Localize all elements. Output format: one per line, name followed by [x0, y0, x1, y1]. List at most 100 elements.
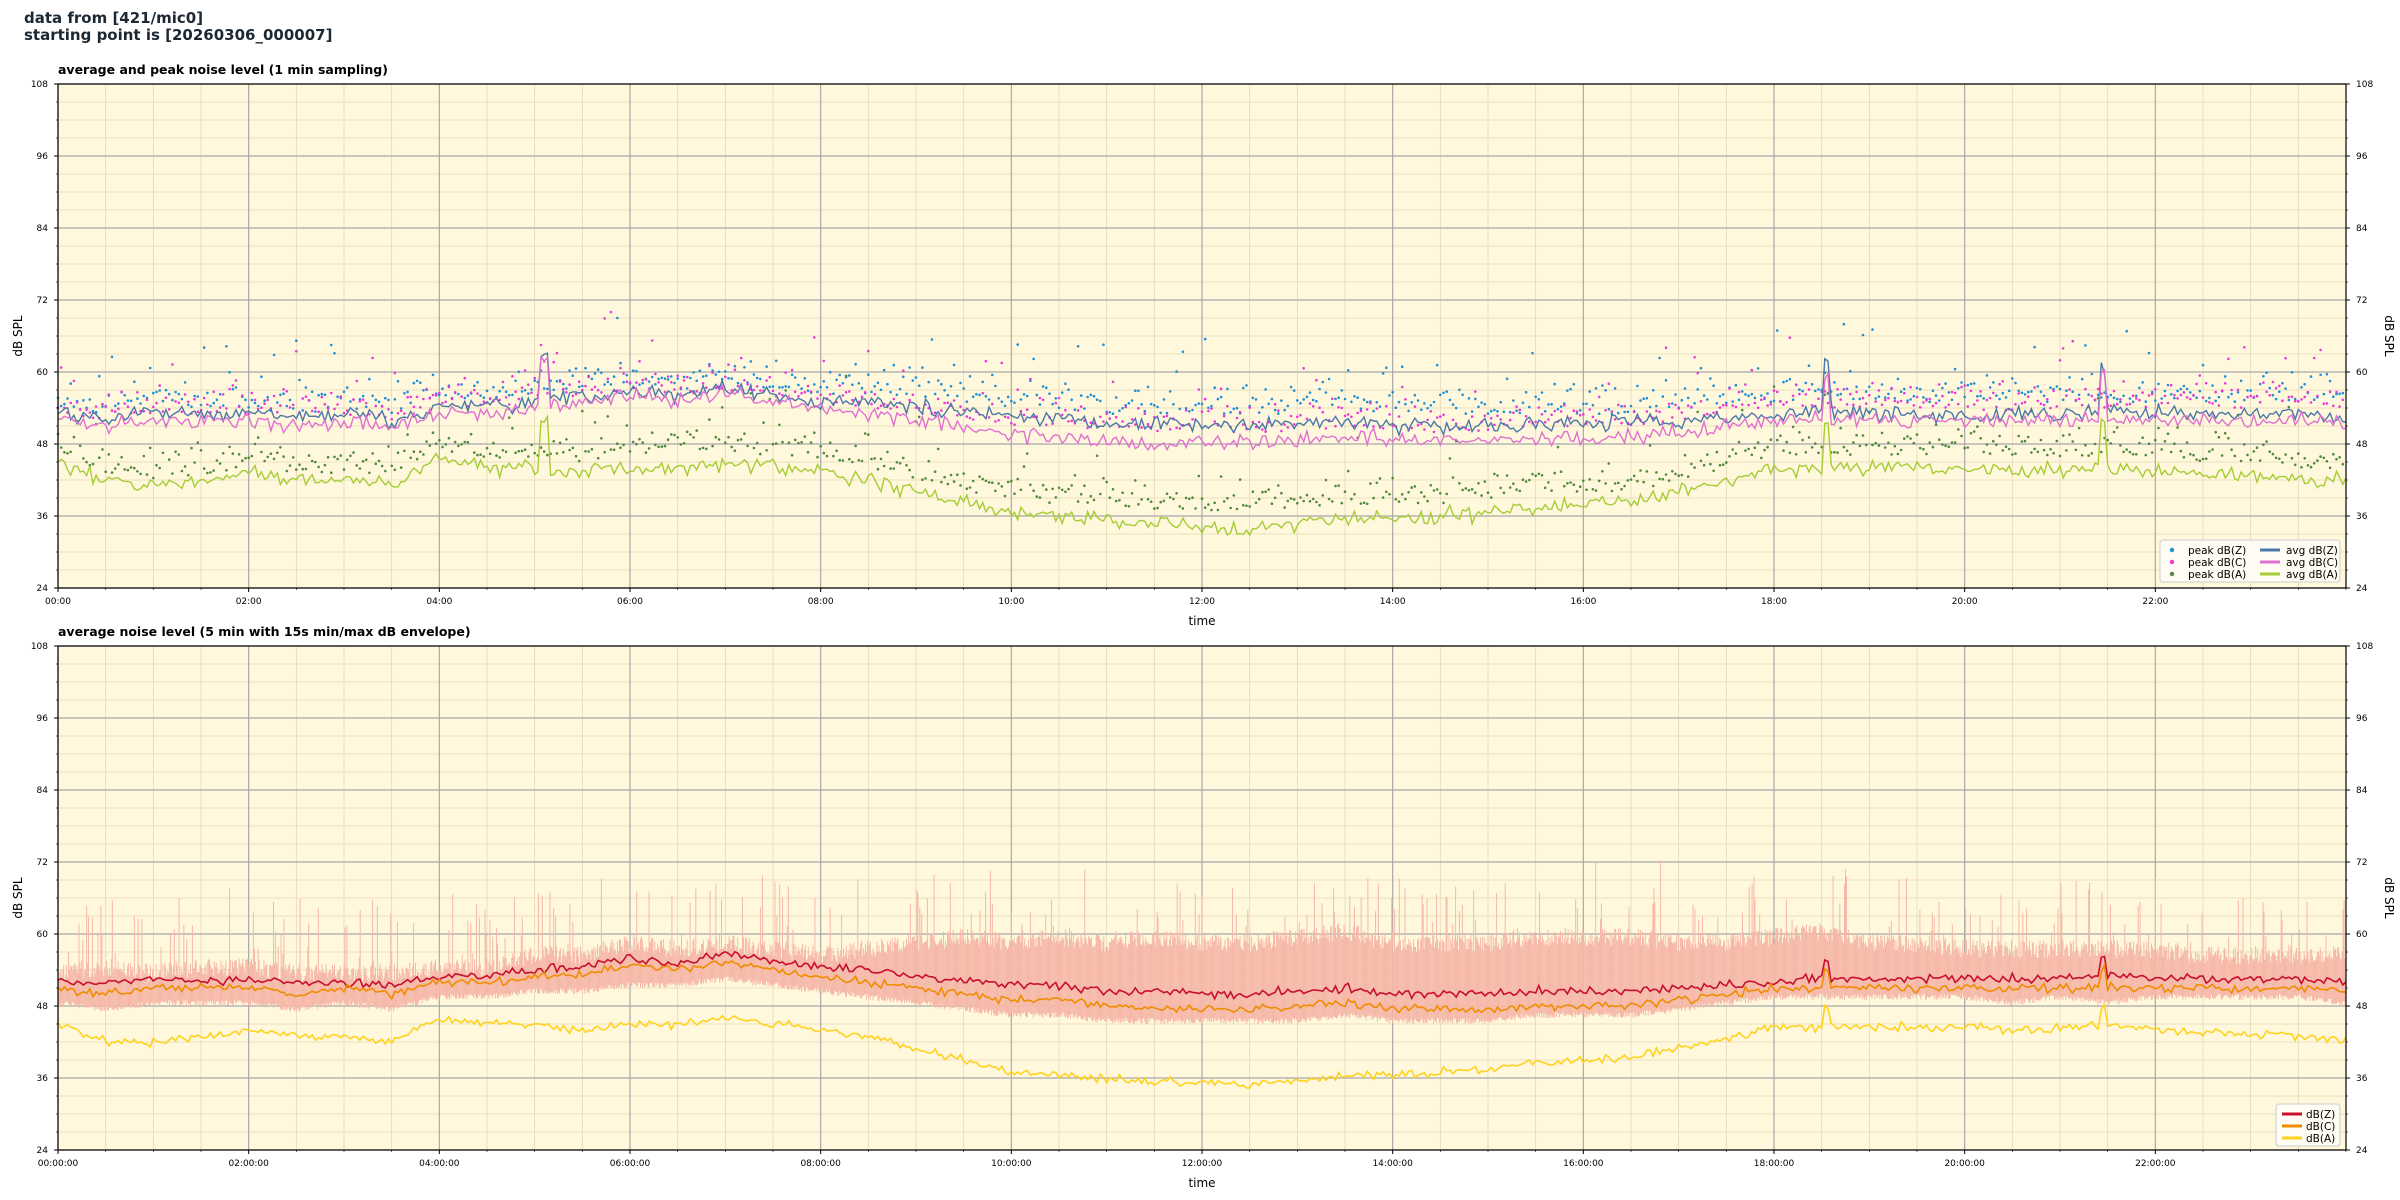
peak-point	[498, 456, 502, 459]
peak-point	[1880, 431, 1884, 435]
peak-point	[793, 390, 797, 394]
peak-point	[876, 381, 880, 385]
peak-point	[1045, 386, 1048, 390]
peak-point	[1404, 398, 1407, 401]
peak-point	[1277, 412, 1280, 415]
peak-point	[438, 391, 441, 395]
peak-point	[1350, 497, 1353, 501]
peak-point	[1134, 423, 1137, 426]
peak-point	[1906, 399, 1909, 402]
peak-point	[898, 387, 902, 391]
peak-point	[1950, 390, 1954, 394]
peak-point	[2080, 454, 2084, 457]
peak-point	[650, 375, 654, 379]
peak-point	[1906, 435, 1909, 438]
peak-point	[320, 395, 324, 399]
peak-point	[431, 431, 435, 435]
peak-point	[2109, 404, 2113, 408]
peak-point	[892, 397, 896, 401]
peak-point	[1079, 405, 1083, 408]
peak-point	[1229, 506, 1232, 510]
peak-point	[1289, 385, 1293, 389]
peak-point	[1664, 379, 1668, 382]
peak-point	[631, 440, 635, 444]
peak-point	[1400, 365, 1404, 369]
peak-point	[1575, 490, 1579, 493]
peak-point	[1334, 424, 1337, 428]
peak-point	[2223, 382, 2227, 385]
peak-point	[231, 384, 235, 387]
peak-point	[1550, 402, 1553, 406]
peak-point	[1896, 452, 1900, 456]
peak-point	[1153, 404, 1156, 407]
peak-point	[1146, 385, 1150, 389]
peak-point	[743, 378, 746, 382]
peak-point	[724, 441, 727, 445]
peak-point	[1582, 479, 1585, 483]
peak-point	[1636, 479, 1639, 483]
peak-point	[2316, 459, 2319, 462]
peak-point	[317, 393, 320, 397]
peak-point	[136, 470, 139, 473]
peak-point	[1667, 479, 1671, 482]
peak-point	[2011, 453, 2014, 456]
peak-point	[1032, 357, 1035, 361]
peak-point	[527, 383, 530, 387]
peak-point	[1893, 397, 1897, 400]
peak-point	[806, 384, 810, 388]
peak-point	[345, 458, 349, 462]
peak-point	[670, 375, 673, 378]
peak-point	[1696, 410, 1699, 414]
peak-point	[994, 384, 997, 388]
peak-point	[1734, 383, 1738, 387]
peak-point	[1057, 406, 1061, 410]
peak-point	[174, 390, 177, 394]
peak-point	[479, 394, 482, 397]
peak-point	[2173, 393, 2176, 397]
peak-point	[457, 444, 460, 448]
peak-point	[679, 386, 683, 389]
peak-point	[279, 446, 282, 449]
peak-point	[1067, 487, 1070, 491]
peak-point	[952, 480, 956, 483]
peak-point	[2214, 430, 2217, 434]
peak-point	[1451, 476, 1455, 479]
peak-point	[463, 376, 467, 380]
peak-point	[1439, 415, 1442, 418]
peak-point	[355, 379, 359, 383]
peak-point	[1022, 413, 1026, 417]
peak-point	[2233, 454, 2237, 458]
peak-point	[765, 365, 768, 368]
peak-point	[501, 386, 505, 389]
peak-point	[507, 416, 511, 420]
peak-point	[1820, 445, 1823, 449]
peak-point	[1213, 420, 1216, 423]
peak-point	[2141, 381, 2144, 384]
peak-point	[1343, 414, 1347, 418]
peak-point	[609, 448, 613, 451]
peak-point	[2204, 399, 2208, 403]
peak-point	[666, 375, 670, 378]
peak-point	[1397, 500, 1401, 503]
peak-point	[457, 383, 460, 386]
peak-point	[952, 363, 956, 367]
peak-point	[1734, 452, 1738, 455]
peak-point	[2328, 390, 2332, 394]
peak-point	[1181, 507, 1185, 510]
peak-point	[2084, 443, 2087, 447]
peak-point	[1597, 479, 1601, 483]
peak-point	[1385, 490, 1388, 494]
peak-point	[530, 388, 533, 391]
peak-point	[2138, 386, 2141, 390]
peak-point	[1699, 459, 1703, 463]
peak-point	[1969, 431, 1973, 435]
peak-point	[1880, 403, 1884, 407]
peak-point	[1051, 487, 1054, 491]
peak-point	[1963, 384, 1966, 387]
peak-point	[1766, 445, 1769, 449]
peak-point	[1388, 394, 1391, 397]
peak-point	[1140, 403, 1143, 406]
peak-point	[336, 457, 339, 461]
peak-point	[126, 399, 130, 402]
peak-point	[1937, 438, 1941, 442]
